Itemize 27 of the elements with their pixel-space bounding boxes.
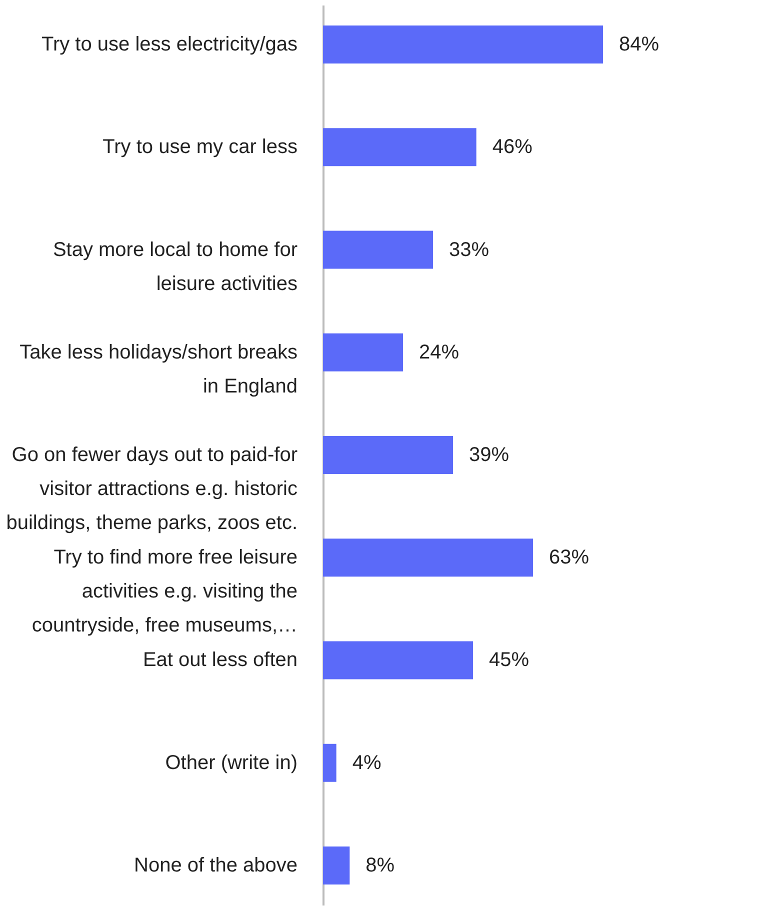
- data-label: 39%: [469, 444, 510, 466]
- bar: [323, 128, 476, 166]
- data-label: 24%: [419, 341, 460, 364]
- bar: [323, 230, 433, 269]
- bar: [323, 641, 473, 680]
- data-label: 4%: [352, 752, 382, 774]
- data-label: 45%: [489, 649, 530, 672]
- y-tick-label: Try to find more free leisure activities e.g. visiting the countryside, free museums,…: [32, 546, 298, 637]
- bar: [323, 333, 403, 372]
- y-tick-label: None of the above: [134, 854, 298, 876]
- y-tick-label: Try to use less electricity/gas: [41, 34, 298, 56]
- bar: [323, 744, 336, 782]
- y-tick-label: Other (write in): [165, 752, 298, 774]
- bar: [323, 846, 350, 884]
- bar: [323, 538, 533, 577]
- data-label: 46%: [492, 136, 533, 158]
- y-tick-label: Stay more local to home for leisure activities: [52, 238, 298, 295]
- bar: [323, 26, 603, 64]
- y-tick-label: Eat out less often: [142, 649, 298, 672]
- data-label: 8%: [366, 854, 395, 876]
- y-tick-label: Take less holidays/short breaks in England: [20, 341, 298, 398]
- data-label: 63%: [549, 546, 590, 569]
- data-label: 84%: [619, 34, 660, 56]
- bar: [323, 436, 453, 474]
- y-tick-label: Try to use my car less: [102, 136, 298, 158]
- y-tick-label: Go on fewer days out to paid-for visitor attractions e.g. historic buildings, theme parks, zoos etc.: [6, 444, 298, 534]
- data-label: 33%: [449, 238, 490, 261]
